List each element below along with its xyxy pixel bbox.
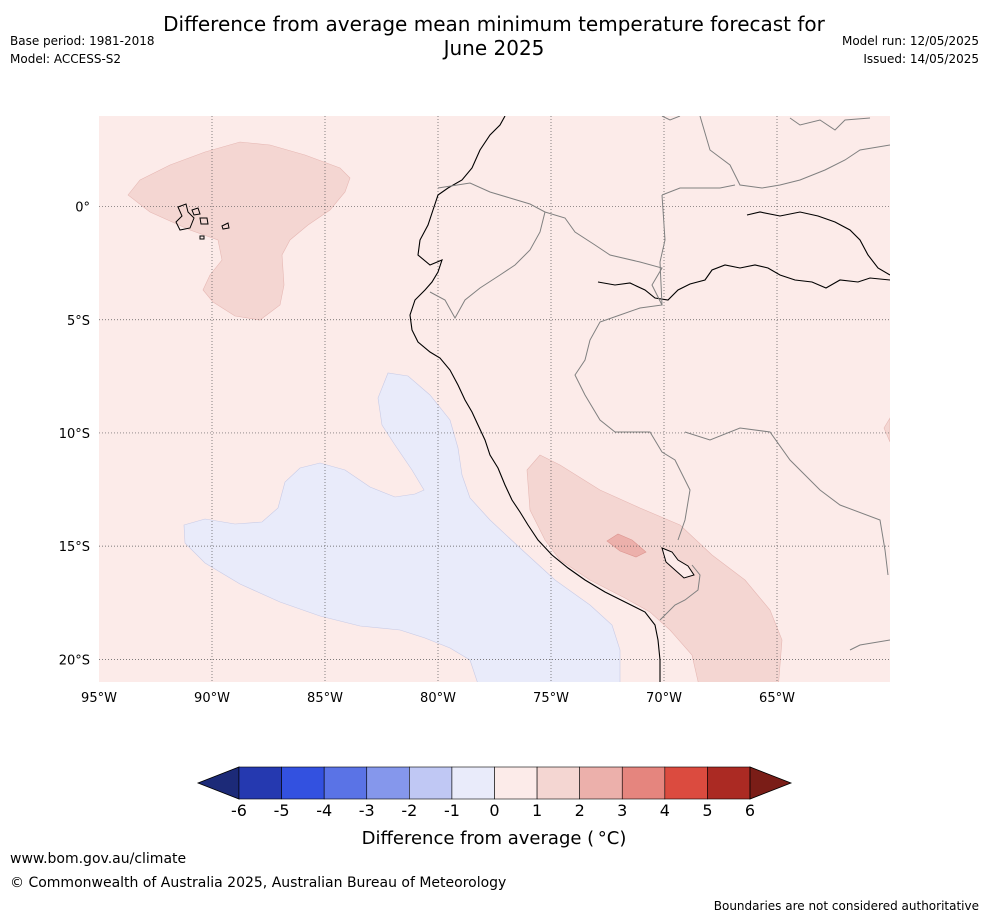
colorbar-low-extend [196, 766, 240, 800]
anomaly-region-hotspot [606, 533, 647, 558]
lon-tick-label: 65°W [759, 691, 795, 706]
colorbar-bin [579, 766, 623, 800]
galapagos-islands [175, 203, 230, 240]
colorbar-bin [536, 766, 580, 800]
colorbar-tick-label: -3 [359, 801, 375, 820]
colorbar-tick-label: 3 [617, 801, 627, 820]
colorbar-bin [281, 766, 325, 800]
lon-tick-label: 75°W [533, 691, 569, 706]
colorbar-tick-label: 1 [532, 801, 542, 820]
colorbar-bin [707, 766, 751, 800]
colorbar-bin [664, 766, 708, 800]
anomaly-region-peru-coast [183, 372, 621, 682]
colorbar-bin [409, 766, 453, 800]
lon-tick-label: 85°W [307, 691, 343, 706]
lat-tick-label: 15°S [59, 540, 90, 555]
colorbar-tick-label: -6 [231, 801, 247, 820]
chart-title-line2: June 2025 [443, 36, 545, 60]
lon-tick-label: 70°W [646, 691, 682, 706]
lat-tick-label: 5°S [67, 314, 90, 329]
colorbar-tick-label: 5 [702, 801, 712, 820]
issued-text: Issued: 14/05/2025 [863, 52, 979, 66]
colorbar-tick-label: -1 [444, 801, 460, 820]
model-run-text: Model run: 12/05/2025 [841, 34, 979, 48]
colorbar-tick-label: -5 [274, 801, 290, 820]
lon-axis-labels: 95°W 90°W 85°W 80°W 75°W 70°W 65°W [81, 691, 795, 706]
colorbar-tick-label: 6 [745, 801, 755, 820]
lon-tick-label: 90°W [194, 691, 230, 706]
lon-tick-label: 95°W [81, 691, 117, 706]
country-borders [429, 116, 890, 651]
colorbar-tick-label: 4 [660, 801, 670, 820]
base-period-text: Base period: 1981-2018 [10, 34, 155, 48]
lat-tick-label: 0° [75, 201, 90, 216]
colorbar-label: Difference from average ( °C) [361, 828, 627, 849]
lat-tick-label: 20°S [59, 653, 90, 668]
lat-tick-label: 10°S [59, 427, 90, 442]
colorbar-bin [238, 766, 282, 800]
meta-left: Base period: 1981-2018 Model: ACCESS-S2 [10, 32, 155, 68]
lake-titicaca [661, 547, 695, 579]
coastline [409, 116, 661, 682]
colorbar-bins [196, 766, 793, 800]
northern-coast [746, 211, 890, 276]
chart-title-line1: Difference from average mean minimum tem… [163, 12, 825, 36]
colorbar-ticks: -6 -5 -4 -3 -2 -1 0 1 2 3 4 5 6 [231, 801, 755, 820]
anomaly-region-galapagos [127, 141, 351, 321]
colorbar-tick-label: 2 [575, 801, 585, 820]
colorbar-bin [451, 766, 495, 800]
colorbar-high-extend [749, 766, 793, 800]
colorbar-bin [323, 766, 368, 800]
footer-copyright: © Commonwealth of Australia 2025, Austra… [10, 875, 507, 891]
colorbar-bin [494, 766, 538, 800]
lat-axis-labels: 0° 5°S 10°S 15°S 20°S [59, 201, 90, 669]
chart-title: Difference from average mean minimum tem… [0, 12, 988, 60]
colorbar-tick-label: -2 [401, 801, 417, 820]
model-text: Model: ACCESS-S2 [10, 52, 122, 66]
colorbar-bin [366, 766, 410, 800]
colorbar-bin [621, 766, 666, 800]
footer-note: Boundaries are not considered authoritat… [713, 899, 979, 913]
colorbar-tick-label: 0 [489, 801, 499, 820]
gridlines [99, 116, 890, 682]
footer-url[interactable]: www.bom.gov.au/climate [10, 851, 187, 867]
anomaly-region-east-edge [883, 417, 890, 443]
lon-tick-label: 80°W [420, 691, 456, 706]
colorbar-tick-label: -4 [316, 801, 332, 820]
meta-right: Model run: 12/05/2025 Issued: 14/05/2025 [842, 32, 979, 68]
anomaly-region-andes [526, 454, 783, 682]
amazon-river [597, 264, 890, 301]
